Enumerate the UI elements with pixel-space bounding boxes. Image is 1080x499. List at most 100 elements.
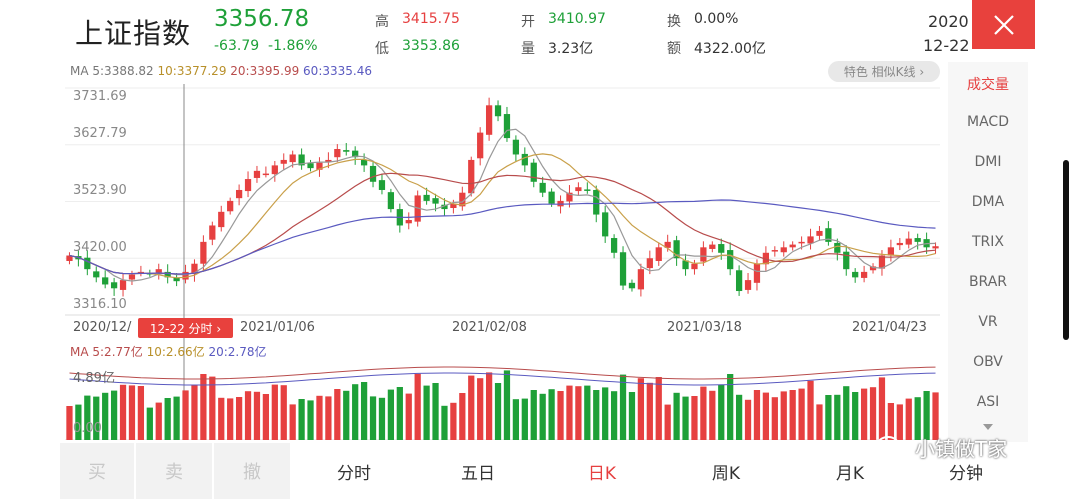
candle-body bbox=[619, 252, 627, 286]
tab-weekly-k[interactable]: 周K bbox=[711, 463, 741, 484]
candle-body bbox=[932, 246, 939, 249]
volume-bar bbox=[396, 387, 403, 440]
candle-body bbox=[512, 139, 520, 155]
candle-body bbox=[878, 255, 886, 269]
bottom-toolbar: 买 卖 撤 分时 五日 日K 周K 月K 分钟 bbox=[60, 443, 1020, 499]
x-label-5: 2021/04/23 bbox=[852, 320, 927, 335]
volume-bar bbox=[485, 372, 493, 440]
indicator-asi[interactable]: ASI bbox=[976, 394, 1000, 410]
volume-bar bbox=[575, 386, 582, 440]
volume-bar bbox=[932, 392, 939, 440]
indicator-obv[interactable]: OBV bbox=[973, 354, 1003, 370]
y-label-5: 3316.10 bbox=[73, 297, 127, 312]
vol-ma20-label: 20:2.78亿 bbox=[208, 345, 267, 359]
candle-body bbox=[334, 149, 341, 158]
price-change: -63.79 -1.86% bbox=[214, 38, 318, 54]
volume-bar bbox=[869, 387, 877, 440]
tab-five-day[interactable]: 五日 bbox=[461, 463, 495, 484]
volume-bar bbox=[405, 393, 412, 440]
volume-bar bbox=[369, 396, 377, 440]
volume-bar bbox=[530, 390, 537, 440]
sell-button[interactable]: 卖 bbox=[136, 443, 212, 499]
candle-body bbox=[227, 200, 234, 212]
volume-bar bbox=[173, 396, 180, 440]
volume-bar bbox=[387, 389, 395, 440]
volume-bar bbox=[860, 388, 868, 440]
indicator-macd[interactable]: MACD bbox=[967, 114, 1009, 130]
more-down-icon[interactable] bbox=[983, 424, 993, 430]
volume-bar bbox=[119, 384, 127, 440]
vol-ma5-line bbox=[69, 366, 936, 380]
candle-body bbox=[602, 212, 609, 237]
y-label-2: 3627.79 bbox=[73, 126, 127, 141]
candle-body bbox=[593, 189, 600, 215]
ma-legend: MA 5:3388.82 10:3377.29 20:3395.99 60:33… bbox=[70, 64, 372, 78]
candle-body bbox=[66, 255, 73, 261]
stat-value-open: 3410.97 bbox=[548, 11, 606, 27]
volume-bar bbox=[762, 392, 770, 440]
wechat-icon bbox=[876, 435, 907, 459]
candle-body bbox=[914, 238, 921, 242]
candle-body bbox=[503, 114, 511, 139]
candle-body bbox=[727, 250, 734, 270]
close-button[interactable] bbox=[972, 0, 1035, 49]
tab-daily-k[interactable]: 日K bbox=[587, 463, 617, 484]
volume-bar bbox=[325, 396, 332, 440]
x-label-3: 2021/02/08 bbox=[452, 320, 527, 335]
indicator-volume[interactable]: 成交量 bbox=[967, 77, 1009, 93]
current-price: 3356.78 bbox=[214, 6, 310, 32]
candle-body bbox=[753, 263, 761, 283]
cancel-order-button[interactable]: 撤 bbox=[214, 443, 290, 499]
candle-body bbox=[191, 263, 198, 275]
y-label-3: 3523.90 bbox=[73, 183, 127, 198]
volume-bar bbox=[718, 384, 725, 440]
volume-bar bbox=[271, 384, 278, 440]
kline-chart[interactable] bbox=[65, 60, 945, 440]
similar-kline-button[interactable]: 特色 相似K线 › bbox=[828, 61, 940, 82]
stat-value-low: 3353.86 bbox=[402, 38, 460, 54]
candle-body bbox=[816, 230, 823, 236]
tab-monthly-k[interactable]: 月K bbox=[835, 463, 865, 484]
volume-bar bbox=[450, 402, 457, 440]
candle-body bbox=[825, 228, 832, 242]
indicator-brar[interactable]: BRAR bbox=[968, 274, 1008, 290]
tab-intraday[interactable]: 分时 bbox=[337, 463, 371, 484]
volume-bar bbox=[84, 395, 91, 440]
volume-bar bbox=[128, 385, 136, 440]
scrollbar[interactable] bbox=[1063, 160, 1069, 340]
candle-body bbox=[128, 274, 136, 280]
volume-bar bbox=[343, 390, 350, 440]
volume-bar bbox=[459, 393, 466, 440]
volume-bar bbox=[432, 383, 439, 440]
volume-bar bbox=[307, 400, 314, 440]
candle-body bbox=[691, 263, 698, 270]
candle-body bbox=[780, 247, 787, 253]
volume-bar bbox=[807, 380, 814, 440]
volume-bar bbox=[503, 370, 511, 440]
volume-bar bbox=[137, 386, 145, 440]
candle-body bbox=[905, 238, 912, 245]
volume-bar bbox=[664, 404, 671, 440]
volume-bar bbox=[673, 392, 680, 440]
indicator-trix[interactable]: TRIX bbox=[972, 234, 1004, 250]
volume-bar bbox=[682, 396, 689, 440]
volume-bar bbox=[852, 392, 859, 440]
candle-body bbox=[235, 189, 243, 199]
indicator-dma[interactable]: DMA bbox=[971, 194, 1005, 210]
tab-minute[interactable]: 分钟 bbox=[949, 463, 983, 484]
ma10-label: 10:3377.29 bbox=[157, 64, 227, 78]
candle-body bbox=[709, 244, 716, 249]
stat-label-low: 低 bbox=[375, 41, 389, 57]
candle-body bbox=[298, 154, 305, 166]
buy-button[interactable]: 买 bbox=[60, 443, 134, 499]
volume-bar bbox=[468, 375, 475, 440]
cursor-date-tag[interactable]: 12-22 分时 › bbox=[138, 318, 233, 338]
volume-bar bbox=[887, 403, 895, 440]
volume-bar bbox=[191, 385, 198, 440]
volume-bar bbox=[628, 392, 636, 440]
stat-value-high: 3415.75 bbox=[402, 11, 460, 27]
volume-min-label: 0.00 bbox=[73, 421, 102, 436]
candle-body bbox=[494, 105, 502, 117]
indicator-vr[interactable]: VR bbox=[978, 314, 998, 330]
indicator-dmi[interactable]: DMI bbox=[974, 154, 1002, 170]
